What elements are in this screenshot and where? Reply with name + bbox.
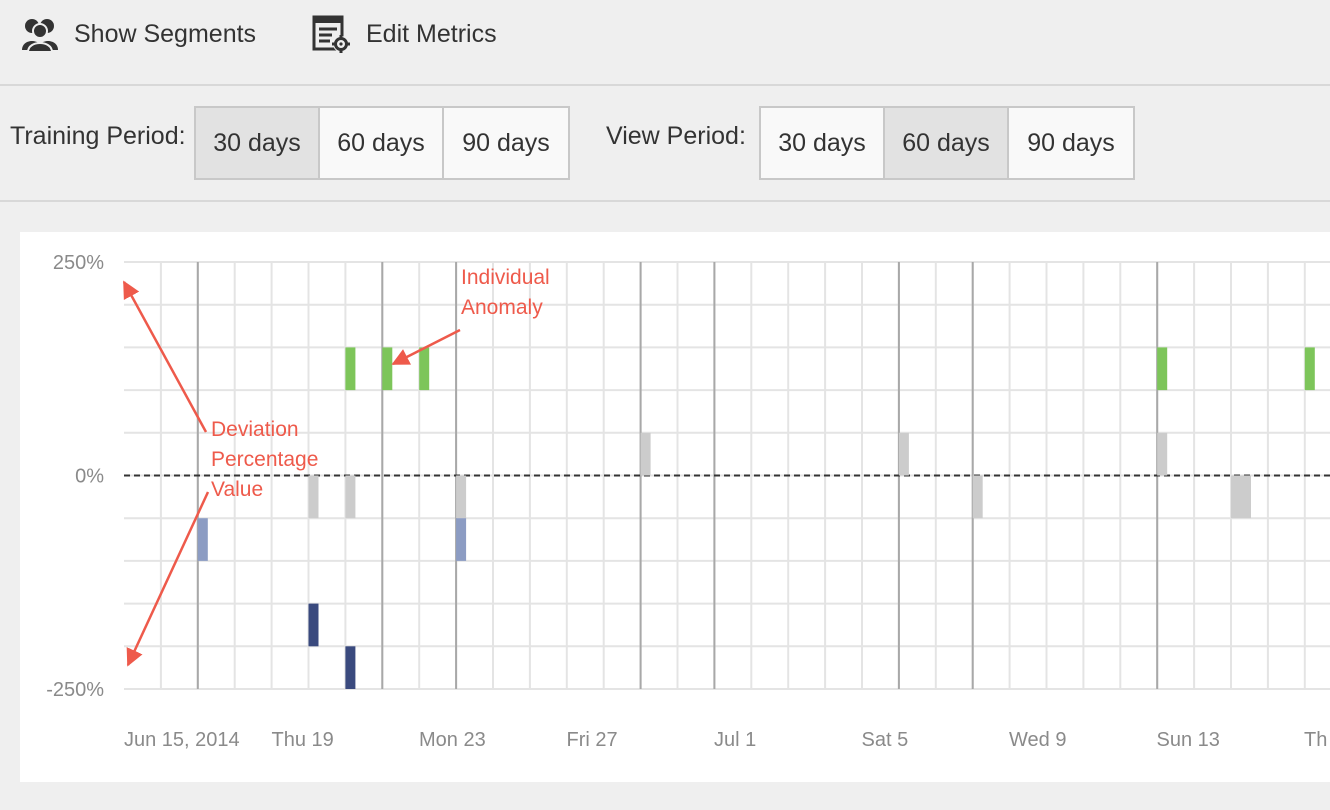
anomaly-bar <box>898 432 909 476</box>
training-90-days-button[interactable]: 90 days <box>444 108 568 178</box>
show-segments-label: Show Segments <box>74 19 257 48</box>
view-period-label: View Period: <box>606 122 746 150</box>
training-period-label: Training Period: <box>10 122 186 150</box>
anomaly-bar <box>345 347 356 391</box>
anomaly-bar <box>1241 475 1251 519</box>
anomaly-bar <box>1304 347 1315 391</box>
x-tick-label: Mon 23 <box>419 729 486 751</box>
y-tick-label: -250% <box>46 679 104 701</box>
x-tick-label: Jun 15, 2014 <box>124 729 240 751</box>
anomaly-bar <box>419 347 430 391</box>
show-segments-button[interactable]: Show Segments <box>20 14 256 54</box>
training-60-days-button[interactable]: 60 days <box>320 108 444 178</box>
chart-bars <box>197 347 1315 689</box>
edit-metrics-button[interactable]: Edit Metrics <box>312 14 497 54</box>
x-tick-label: Thu 19 <box>272 729 334 751</box>
edit-metrics-label: Edit Metrics <box>366 19 497 48</box>
y-tick-label: 0% <box>75 466 104 488</box>
deviation-value-note: Value <box>211 478 263 501</box>
anomaly-bar <box>345 475 356 519</box>
individual-anomaly-note: Anomaly <box>461 296 543 319</box>
x-tick-label: Wed 9 <box>1009 729 1066 751</box>
anomaly-chart: 250% 0% -250% Jun 15, 2014 Thu 19 Mon 23 Fri … <box>46 252 1330 751</box>
anomaly-bar <box>382 347 393 391</box>
x-tick-label: Sun 13 <box>1157 729 1220 751</box>
x-tick-label: Th <box>1304 729 1327 751</box>
anomaly-bar <box>308 475 319 519</box>
period-bar <box>0 86 1330 202</box>
x-axis-labels: Jun 15, 2014 Thu 19 Mon 23 Fri 27 Jul 1 Sat 5… <box>124 729 1327 751</box>
deviation-arrow-up <box>122 280 208 433</box>
x-tick-label: Sat 5 <box>862 729 909 751</box>
anomaly-chart-panel: 250% 0% -250% Jun 15, 2014 Thu 19 Mon 23 Fri … <box>20 232 1330 782</box>
list-gear-icon <box>312 15 350 53</box>
anomaly-bar <box>197 518 208 561</box>
anomaly-bar <box>345 646 356 689</box>
view-period-selector: 30 days 60 days 90 days <box>759 106 1135 180</box>
view-60-days-button[interactable]: 60 days <box>885 108 1009 178</box>
individual-anomaly-note: Individual <box>461 266 550 289</box>
view-90-days-button[interactable]: 90 days <box>1009 108 1133 178</box>
view-30-days-button[interactable]: 30 days <box>761 108 885 178</box>
individual-anomaly-arrow <box>391 328 461 366</box>
y-axis-labels: 250% 0% -250% <box>46 252 104 701</box>
training-30-days-button[interactable]: 30 days <box>196 108 320 178</box>
training-period-selector: 30 days 60 days 90 days <box>194 106 570 180</box>
y-tick-label: 250% <box>53 252 104 274</box>
anomaly-bar <box>308 603 319 647</box>
x-tick-label: Jul 1 <box>714 729 756 751</box>
anomaly-bar <box>456 518 467 561</box>
anomaly-bar <box>1157 432 1168 476</box>
x-tick-label: Fri 27 <box>567 729 618 751</box>
anomaly-bar <box>1157 347 1168 391</box>
deviation-value-note: Deviation <box>211 418 299 441</box>
chart-annotations: Individual Anomaly Deviation Percentage Valu… <box>122 266 550 667</box>
users-icon <box>22 19 58 52</box>
deviation-value-note: Percentage <box>211 448 318 471</box>
deviation-arrow-down <box>126 491 210 667</box>
toolbar: Show Segments Edit Metrics <box>0 0 1330 86</box>
anomaly-bar <box>1231 475 1241 519</box>
anomaly-bar <box>456 475 467 519</box>
anomaly-bar <box>640 432 651 476</box>
anomaly-bar <box>972 475 983 519</box>
